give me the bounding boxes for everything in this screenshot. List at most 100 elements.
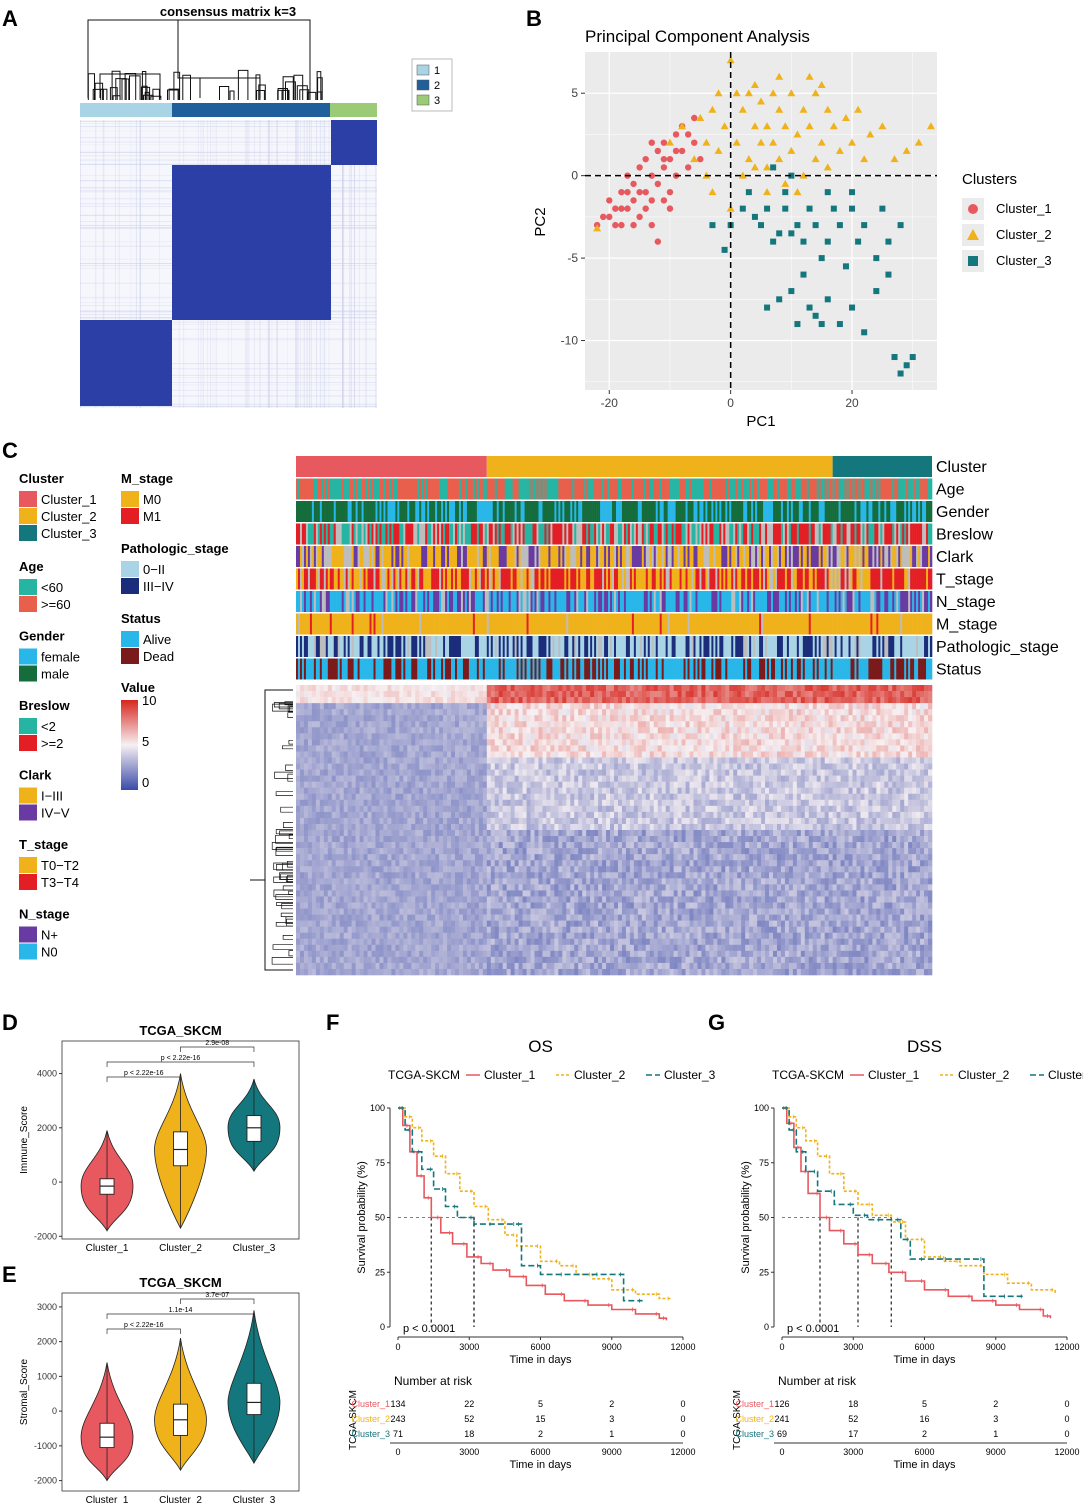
heatmap-cell xyxy=(621,709,627,716)
track-cell xyxy=(453,636,456,657)
heatmap-cell xyxy=(864,691,869,698)
heatmap-cell xyxy=(844,715,849,722)
dendrogram-branch xyxy=(94,82,104,100)
track-cell xyxy=(540,613,543,635)
track-cell xyxy=(576,568,579,590)
heatmap-cell xyxy=(912,715,917,722)
track-cell xyxy=(488,546,492,567)
heatmap-cell xyxy=(518,727,523,734)
heatmap-cell xyxy=(502,703,507,710)
track-cell xyxy=(874,523,877,545)
track-cell xyxy=(468,613,472,635)
track-cell xyxy=(343,523,346,545)
track-cell xyxy=(556,636,559,657)
track-cell xyxy=(771,613,774,635)
track-cell xyxy=(445,613,448,635)
track-cell xyxy=(437,523,440,545)
track-cell xyxy=(363,523,366,545)
track-cell xyxy=(449,636,452,657)
row-dendro-branch xyxy=(284,701,293,706)
track-cell xyxy=(560,523,563,545)
heatmap-cell xyxy=(717,721,722,728)
heatmap-cell xyxy=(916,703,921,710)
track-cell xyxy=(623,501,627,522)
track-cell xyxy=(914,658,917,680)
track-cell xyxy=(659,478,662,500)
heatmap-cell xyxy=(729,733,734,740)
heatmap-cell xyxy=(661,685,666,692)
track-cell xyxy=(365,591,368,612)
heatmap-cell xyxy=(606,697,611,704)
legend-swatch xyxy=(121,578,139,594)
heatmap-cell xyxy=(820,733,825,740)
track-cell xyxy=(429,591,432,612)
track-cell xyxy=(769,591,772,612)
track-cell xyxy=(719,501,722,522)
heatmap-cell xyxy=(876,709,881,716)
track-cell xyxy=(329,546,333,567)
heatmap-cell xyxy=(880,697,885,704)
track-cell xyxy=(753,501,756,522)
track-cell xyxy=(784,546,788,567)
heatmap-cell xyxy=(303,715,309,722)
track-cell xyxy=(631,568,635,590)
heatmap-cell xyxy=(689,703,694,710)
track-cell xyxy=(337,523,341,545)
heatmap-cell xyxy=(896,715,901,722)
track-cell xyxy=(341,546,344,567)
track-cell xyxy=(741,546,744,567)
track-cell xyxy=(872,636,875,657)
heatmap-cell xyxy=(713,721,718,728)
track-cell xyxy=(439,658,442,680)
track-cell xyxy=(894,568,897,590)
track-cell xyxy=(721,658,724,680)
heatmap-cell xyxy=(506,709,511,716)
track-cell xyxy=(514,523,517,545)
heatmap-cell xyxy=(451,727,456,734)
heatmap-cell xyxy=(371,697,376,704)
heatmap-cell xyxy=(387,721,392,728)
heatmap-cell xyxy=(729,715,734,722)
legend-swatch xyxy=(121,648,139,664)
track-cell xyxy=(548,546,551,567)
track-label: N_stage xyxy=(936,594,996,611)
heatmap-cell xyxy=(689,733,694,740)
track-cell xyxy=(844,568,847,590)
track-cell xyxy=(327,523,331,545)
heatmap-cell xyxy=(880,715,885,722)
track-cell xyxy=(792,591,796,612)
track-cell xyxy=(478,658,482,680)
heatmap-cell xyxy=(629,703,635,710)
heatmap-cell xyxy=(514,727,519,734)
heatmap-cell xyxy=(880,685,885,692)
track-cell xyxy=(900,501,903,522)
consensus-noise-row xyxy=(80,126,377,127)
heatmap-cell xyxy=(594,691,599,698)
track-cell xyxy=(357,613,360,635)
track-cell xyxy=(313,501,317,522)
heatmap-cell xyxy=(462,739,468,746)
track-cell xyxy=(443,478,446,500)
heatmap-cell xyxy=(299,733,305,740)
track-cell xyxy=(751,658,754,680)
track-cell xyxy=(709,501,712,522)
track-cell xyxy=(802,658,806,680)
heatmap-cell xyxy=(327,697,333,704)
row-dendro-branch xyxy=(280,912,293,917)
heatmap-cell xyxy=(387,691,392,698)
track-cell xyxy=(504,523,507,545)
track-cell xyxy=(691,658,694,680)
dendrogram-branch xyxy=(143,94,154,100)
track-cell xyxy=(590,613,593,635)
heatmap-cell xyxy=(828,685,833,692)
track-cell xyxy=(621,478,625,500)
track-cell xyxy=(796,591,800,612)
track-cell xyxy=(482,636,486,657)
track-cell xyxy=(812,636,816,657)
heatmap-cell xyxy=(490,721,496,728)
heatmap-cell xyxy=(761,685,766,692)
track-cell xyxy=(633,523,637,545)
track-cell xyxy=(920,591,923,612)
track-cell xyxy=(920,546,923,567)
panel-a-consensus-matrix: consensus matrix k=3 1 2 3 xyxy=(80,4,453,408)
